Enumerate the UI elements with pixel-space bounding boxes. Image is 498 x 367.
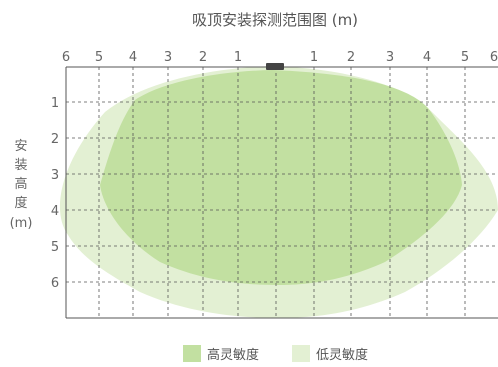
high-sensitivity-zone xyxy=(100,70,462,285)
legend: 高灵敏度 低灵敏度 xyxy=(183,345,368,363)
ceiling-sensor-icon xyxy=(266,63,284,70)
x-tick-label: 1 xyxy=(310,50,318,65)
x-tick-label: 2 xyxy=(199,50,207,65)
y-axis-label-char: 安 xyxy=(14,139,27,154)
y-axis-label-char: 度 xyxy=(14,195,27,211)
legend-swatch-low xyxy=(292,345,310,362)
x-tick-label: 2 xyxy=(347,50,355,65)
x-tick-label: 3 xyxy=(164,50,172,65)
y-tick-label: 3 xyxy=(51,168,59,183)
x-tick-label: 5 xyxy=(95,50,103,65)
x-tick-label: 6 xyxy=(490,50,498,65)
x-tick-labels-right: 1 2 3 4 5 6 xyxy=(310,50,498,65)
y-tick-label: 4 xyxy=(51,204,59,219)
x-tick-labels-left: 6 5 4 3 2 1 xyxy=(62,50,242,65)
x-tick-label: 4 xyxy=(423,50,431,65)
x-tick-label: 1 xyxy=(234,50,242,65)
y-axis-label-unit: (m) xyxy=(10,216,33,231)
y-tick-label: 1 xyxy=(51,96,59,111)
legend-swatch-high xyxy=(183,345,201,362)
y-tick-label: 2 xyxy=(51,132,59,147)
y-tick-labels: 1 2 3 4 5 6 xyxy=(51,96,59,291)
legend-label-low: 低灵敏度 xyxy=(316,347,368,363)
y-axis-label: 安 装 高 度 (m) xyxy=(10,139,33,231)
diagram-title: 吸顶安装探测范围图 (m) xyxy=(192,11,358,29)
grid-lines xyxy=(66,67,498,318)
y-tick-label: 5 xyxy=(51,240,59,255)
y-tick-label: 6 xyxy=(51,276,59,291)
x-tick-label: 4 xyxy=(129,50,137,65)
y-axis-label-char: 高 xyxy=(14,176,27,192)
x-tick-label: 6 xyxy=(62,50,70,65)
legend-label-high: 高灵敏度 xyxy=(207,347,259,363)
x-tick-label: 5 xyxy=(461,50,469,65)
y-axis-label-char: 装 xyxy=(14,158,27,173)
x-tick-label: 3 xyxy=(386,50,394,65)
